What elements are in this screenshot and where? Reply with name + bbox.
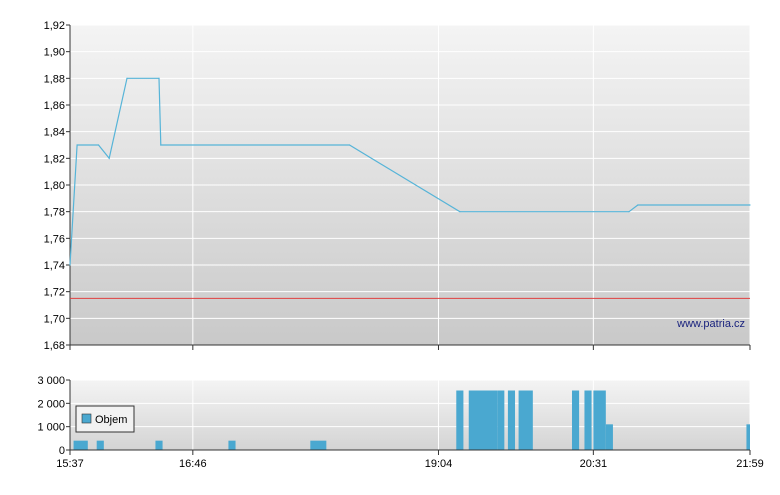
volume-ytick-label: 2 000 bbox=[37, 398, 65, 410]
volume-bar bbox=[507, 390, 516, 450]
volume-plot-area bbox=[70, 380, 750, 450]
price-point bbox=[637, 204, 639, 206]
legend-label: Objem bbox=[95, 414, 127, 426]
price-series-line bbox=[69, 77, 750, 266]
price-ytick-label: 1,74 bbox=[44, 260, 65, 272]
volume-bar bbox=[73, 440, 88, 450]
price-point bbox=[628, 211, 630, 213]
volume-bar bbox=[155, 440, 163, 450]
volume-bar bbox=[468, 390, 498, 450]
volume-bar bbox=[746, 424, 750, 450]
watermark-label: www.patria.cz bbox=[676, 318, 745, 330]
price-ytick-label: 1,70 bbox=[44, 313, 65, 325]
price-ytick-label: 1,72 bbox=[44, 287, 65, 299]
volume-bar bbox=[310, 440, 327, 450]
price-point bbox=[160, 144, 162, 146]
price-ytick-label: 1,68 bbox=[44, 340, 65, 352]
volume-legend: Objem bbox=[75, 405, 135, 433]
price-ytick-label: 1,80 bbox=[44, 180, 65, 192]
price-panel: 1,68 1,70 1,72 1,74 1,76 1,78 1,80 1,82 1,84 1,86… bbox=[44, 20, 751, 352]
volume-ytick-label: 0 bbox=[59, 445, 65, 457]
volume-bar bbox=[571, 390, 580, 450]
x-tick-label: 16:46 bbox=[179, 458, 207, 470]
price-point bbox=[749, 204, 751, 206]
price-point bbox=[126, 77, 128, 79]
x-tick-label: 15:37 bbox=[56, 458, 84, 470]
volume-bar bbox=[96, 440, 104, 450]
x-tick-label: 20:31 bbox=[580, 458, 608, 470]
price-ytick-label: 1,78 bbox=[44, 207, 65, 219]
price-ytick-label: 1,84 bbox=[44, 127, 65, 139]
volume-bar bbox=[605, 424, 613, 450]
volume-ytick-label: 3 000 bbox=[37, 375, 65, 387]
volume-panel: 0 1 000 2 000 3 000 15:37 16:46 19:04 20:31 21:5… bbox=[37, 375, 763, 470]
volume-bar bbox=[593, 390, 606, 450]
price-ytick-label: 1,76 bbox=[44, 233, 65, 245]
price-point bbox=[97, 144, 100, 146]
x-tick-label: 21:59 bbox=[736, 458, 764, 470]
price-point bbox=[459, 211, 461, 213]
volume-bar bbox=[584, 390, 592, 450]
volume-ytick-label: 1 000 bbox=[37, 422, 65, 434]
price-ytick-label: 1,86 bbox=[44, 100, 65, 112]
price-point bbox=[108, 157, 110, 159]
price-ytick-label: 1,90 bbox=[44, 47, 65, 59]
price-point bbox=[348, 144, 351, 146]
price-point bbox=[158, 77, 160, 79]
price-ytick-label: 1,88 bbox=[44, 73, 65, 85]
volume-bar bbox=[228, 440, 236, 450]
volume-bar bbox=[497, 390, 505, 450]
price-ytick-label: 1,82 bbox=[44, 153, 65, 165]
price-point bbox=[76, 144, 78, 146]
price-point bbox=[69, 264, 71, 266]
volume-bar bbox=[456, 390, 464, 450]
x-tick-label: 19:04 bbox=[425, 458, 453, 470]
legend-swatch bbox=[81, 413, 92, 424]
volume-bar bbox=[518, 390, 533, 450]
price-ytick-label: 1,92 bbox=[44, 20, 65, 32]
